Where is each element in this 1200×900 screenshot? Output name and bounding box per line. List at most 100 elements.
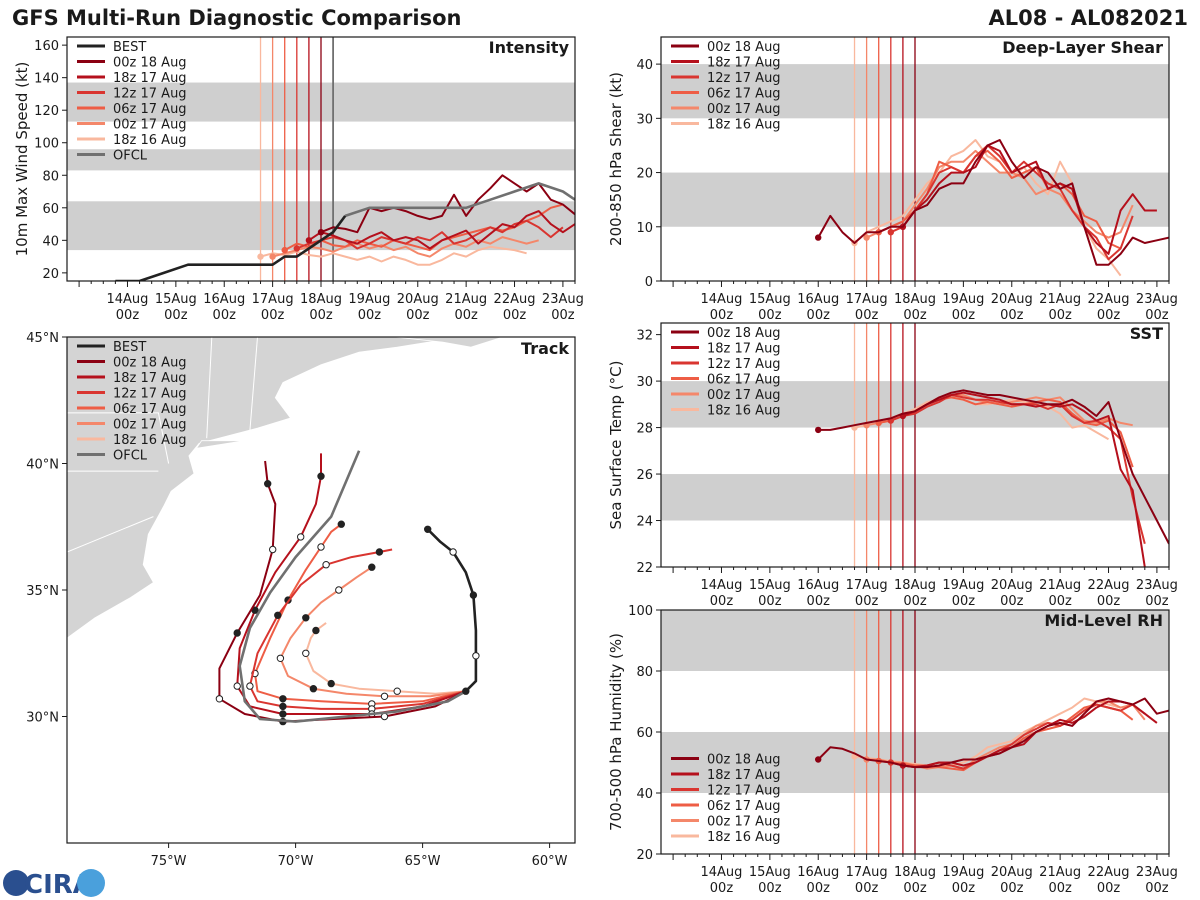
track-point-r18z16 bbox=[312, 626, 320, 635]
xtick-hour: 00z bbox=[1048, 308, 1072, 323]
xtick-hour: 00z bbox=[952, 881, 976, 896]
track-point-BEST bbox=[449, 548, 457, 556]
xtick-day: 21Aug bbox=[445, 292, 487, 307]
xtick-hour: 00z bbox=[710, 308, 734, 323]
track-point-r18z17 bbox=[279, 710, 287, 718]
plot-area-track bbox=[67, 337, 505, 726]
ytick-label: 40 bbox=[636, 58, 653, 73]
ylabel-sst: Sea Surface Temp (°C) bbox=[607, 360, 625, 529]
legend-label: 00z 17 Aug bbox=[707, 102, 781, 117]
ytick-label: 28 bbox=[636, 422, 653, 437]
xtick-day: 19Aug bbox=[942, 578, 984, 593]
track-point-r00z18 bbox=[233, 629, 241, 637]
track-point-r18z16 bbox=[302, 649, 310, 657]
xtick-day: 16Aug bbox=[797, 865, 839, 880]
xtick-day: 19Aug bbox=[942, 865, 984, 880]
xtick-day: 23Aug bbox=[1136, 578, 1178, 593]
track-point-r12z17 bbox=[375, 548, 384, 556]
xtick-day: 19Aug bbox=[942, 292, 984, 307]
ytick-label: 160 bbox=[34, 39, 59, 54]
xtick-day: 17Aug bbox=[846, 578, 888, 593]
series-sst-r00z18 bbox=[818, 389, 1169, 545]
marker-intensity-r06z17 bbox=[281, 246, 288, 254]
xtick-day: 23Aug bbox=[1136, 292, 1178, 307]
xtick-hour: 00z bbox=[309, 308, 333, 323]
ytick-label: 60 bbox=[42, 202, 59, 217]
series-intensity-OFCL bbox=[344, 182, 575, 218]
panel-title-intensity: Intensity bbox=[489, 38, 570, 57]
border-1 bbox=[206, 337, 213, 439]
xtick-day: 15Aug bbox=[749, 865, 791, 880]
legend-label: 00z 18 Aug bbox=[707, 40, 781, 55]
series-intensity-r00z17 bbox=[272, 236, 539, 258]
legend-label: 00z 17 Aug bbox=[113, 418, 187, 433]
xtick-day: 21Aug bbox=[1039, 292, 1081, 307]
xtick-hour: 00z bbox=[454, 308, 478, 323]
xtick-hour: 00z bbox=[1000, 308, 1024, 323]
xtick-hour: 00z bbox=[952, 308, 976, 323]
xtick-hour: 00z bbox=[758, 594, 782, 609]
xtick-day: 22Aug bbox=[1088, 292, 1130, 307]
panel-shear: 01020304014Aug00z15Aug00z16Aug00z17Aug00… bbox=[607, 36, 1178, 323]
track-point-r00z17 bbox=[276, 654, 285, 662]
xtick-day: 17Aug bbox=[846, 292, 888, 307]
xtick-hour: 00z bbox=[551, 308, 575, 323]
legend-label: 18z 17 Aug bbox=[707, 342, 781, 357]
track-point-r18z17 bbox=[233, 682, 241, 690]
xtick-hour: 00z bbox=[710, 881, 734, 896]
xtick-hour: 00z bbox=[758, 881, 782, 896]
series-shear-r00z18 bbox=[817, 139, 1169, 266]
track-point-r00z17 bbox=[380, 692, 389, 700]
lon-tick-label: 70°W bbox=[278, 854, 314, 869]
xtick-day: 14Aug bbox=[701, 292, 743, 307]
xtick-day: 20Aug bbox=[991, 578, 1033, 593]
lon-tick-label: 75°W bbox=[151, 854, 187, 869]
panel-sst: 22242628303214Aug00z15Aug00z16Aug00z17Au… bbox=[607, 322, 1178, 609]
legend-label: 18z 16 Aug bbox=[707, 830, 781, 845]
xtick-hour: 00z bbox=[952, 594, 976, 609]
track-point-r12z17 bbox=[279, 702, 287, 711]
legend-label: 06z 17 Aug bbox=[113, 102, 187, 117]
track-r00z18 bbox=[218, 460, 467, 723]
legend-label: 00z 18 Aug bbox=[113, 56, 187, 71]
plot-area-shear bbox=[661, 37, 1169, 281]
xtick-day: 22Aug bbox=[1088, 865, 1130, 880]
plot-area-intensity bbox=[67, 37, 575, 281]
xtick-hour: 00z bbox=[758, 308, 782, 323]
xtick-hour: 00z bbox=[903, 881, 927, 896]
xtick-day: 16Aug bbox=[203, 292, 245, 307]
land-1 bbox=[394, 337, 505, 348]
series-shear-r00z17 bbox=[866, 149, 1134, 239]
xtick-hour: 00z bbox=[213, 308, 237, 323]
track-point-r00z17 bbox=[335, 586, 343, 594]
marker-rh-r00z18 bbox=[815, 756, 822, 763]
xtick-hour: 00z bbox=[807, 308, 831, 323]
ytick-label: 24 bbox=[636, 515, 653, 530]
legend-label: 18z 16 Aug bbox=[707, 404, 781, 419]
xtick-day: 20Aug bbox=[991, 292, 1033, 307]
ytick-label: 10 bbox=[636, 221, 653, 236]
ytick-label: 140 bbox=[34, 72, 59, 87]
border-4 bbox=[67, 516, 154, 553]
series-shear-r18z17 bbox=[902, 144, 1157, 255]
ytick-label: 100 bbox=[34, 137, 59, 152]
xtick-day: 19Aug bbox=[348, 292, 390, 307]
storm-id: AL08 - AL082021 bbox=[989, 6, 1189, 30]
track-point-BEST bbox=[469, 591, 478, 599]
legend-label: 18z 17 Aug bbox=[707, 56, 781, 71]
track-point-r18z16 bbox=[393, 687, 401, 695]
ytick-label: 30 bbox=[636, 375, 653, 390]
xtick-day: 16Aug bbox=[797, 578, 839, 593]
lat-tick-label: 30°N bbox=[26, 711, 59, 726]
track-point-r12z17 bbox=[246, 682, 254, 690]
panel-intensity: 2040608010012014016014Aug00z15Aug00z16Au… bbox=[13, 36, 584, 323]
xtick-hour: 00z bbox=[406, 308, 430, 323]
series-rh-r00z18 bbox=[817, 697, 1169, 769]
border-0 bbox=[67, 412, 170, 464]
track-point-r12z17 bbox=[274, 611, 282, 619]
track-point-r06z17 bbox=[279, 695, 287, 703]
